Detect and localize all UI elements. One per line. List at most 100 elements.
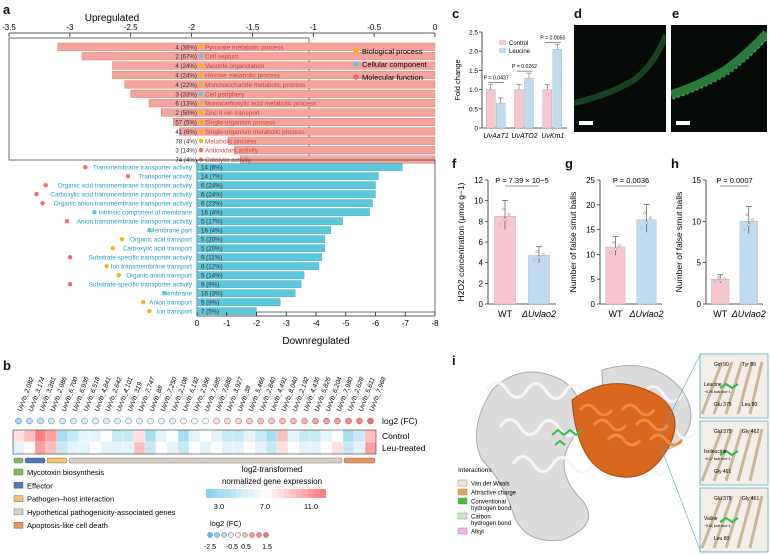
microscopy-image-control	[574, 25, 666, 132]
pvalue-label: P = 0.0036	[613, 176, 649, 185]
y-tick-label: 1.5	[469, 68, 478, 75]
data-point	[718, 278, 722, 282]
legend-label: Molecular function	[362, 73, 423, 82]
down-bar-count: 5 (20%)	[201, 246, 223, 253]
colorbar-cell	[218, 489, 224, 498]
legend-dot	[353, 74, 359, 80]
down-bar	[196, 163, 403, 171]
heatmap-cell	[232, 429, 245, 443]
down-bar-count: 8 (12%)	[201, 264, 223, 271]
fc-legend-circle	[207, 532, 213, 538]
y-tick-label: 8	[479, 217, 484, 226]
inset-residue-stick	[736, 361, 754, 415]
down-title: Downregulated	[282, 336, 349, 347]
top-axis-tick-label: -1.5	[246, 23, 260, 32]
inset-residue-stick	[724, 495, 744, 549]
x-tick-label: UvAaT1	[484, 133, 509, 140]
data-point	[747, 223, 751, 227]
false-smut-balls-chart-h: 0 5 10 15 Number of false smut balls WT ΔUvlao…	[674, 176, 766, 319]
y-tick-label: 2.0	[469, 49, 478, 56]
inset-residue-label: Gly 461	[742, 496, 759, 502]
fc-legend-circle	[249, 532, 255, 538]
heatmap-frame	[12, 429, 377, 455]
heatmap-cell	[221, 441, 234, 455]
heatmap-cell	[188, 441, 201, 455]
up-term-label: Cell septum	[205, 54, 239, 61]
down-term-label: Transporter activity	[139, 174, 193, 181]
category-dot	[34, 192, 39, 197]
category-dot	[198, 129, 204, 134]
colorbar-cell	[212, 489, 218, 498]
logfc-circle	[279, 417, 286, 425]
category-legend-label: Pathogen–host interaction	[27, 495, 114, 504]
fc-legend-circle	[228, 532, 234, 538]
bottom-axis-tick-label: -3	[283, 319, 291, 328]
heatmap-cell	[309, 441, 322, 455]
down-term-label: Organic anion transmembrane transporter …	[54, 201, 193, 208]
up-bar-count: 4 (24%)	[175, 63, 197, 70]
inset-title: Valine	[704, 516, 718, 522]
microscopy-image-leucine	[671, 25, 767, 132]
bar	[496, 102, 506, 129]
category-dot	[40, 201, 45, 206]
category-dot	[198, 82, 204, 87]
helix-ribbon-orange	[578, 403, 614, 417]
data-point	[498, 223, 502, 227]
category-dot	[104, 264, 109, 269]
bottom-axis-tick-label: 0	[195, 319, 200, 328]
heatmap-cell	[331, 429, 344, 443]
y-axis-label: Fold change	[453, 59, 462, 100]
x-tick-label: ΔUvlao2	[521, 309, 556, 319]
fc-legend-tick: 1.5	[262, 544, 272, 551]
up-bar-count: 4 (24%)	[175, 73, 197, 80]
category-dot	[67, 282, 73, 287]
logfc-circle	[92, 417, 99, 425]
down-bar-count: 14 (7%)	[201, 174, 223, 181]
up-bar-count: 2 (67%)	[175, 54, 197, 61]
inset-residue-stick	[736, 428, 754, 482]
legend-label: Cellular component	[362, 60, 428, 69]
heatmap-cell	[342, 429, 355, 443]
down-term-label: Substrate-specific transporter activity	[89, 282, 193, 289]
fc-legend-title: log2 (FC)	[210, 519, 242, 528]
helix-ribbon	[524, 382, 568, 400]
up-title: Upregulated	[85, 13, 139, 24]
logfc-circle	[367, 417, 374, 425]
colorbar-cell	[302, 489, 308, 498]
heatmap-cell	[298, 441, 311, 455]
top-axis-tick-label: -2	[188, 23, 196, 32]
heatmap-cell	[287, 429, 300, 443]
logfc-circle	[81, 417, 88, 425]
panel-label-b: b	[3, 358, 11, 373]
down-bar-count: 16 (4%)	[201, 210, 223, 217]
data-point	[609, 251, 612, 255]
down-term-label: Organic anion transport	[126, 273, 192, 280]
interaction-legend-swatch	[457, 497, 468, 505]
fc-legend-circle	[263, 532, 269, 538]
inset-residue-label: Leu 80	[742, 402, 758, 408]
down-term-label: Organic acid transmembrane transporter a…	[58, 183, 193, 190]
helix-ribbon-orange	[606, 433, 642, 447]
logfc-circle	[268, 417, 275, 425]
down-term-label: Ion transport	[157, 309, 193, 316]
heatmap-cell	[155, 429, 168, 443]
heatmap-cell	[122, 429, 135, 443]
molecular-docking-figure: Leucine −6.26 kcal mol−1 Gln 90 Tyr 89 Glu 3…	[457, 353, 769, 553]
heatmap-cell	[122, 441, 135, 455]
inset-residue-stick	[736, 495, 754, 549]
panel-label-c: c	[452, 6, 460, 21]
logfc-circle	[15, 417, 22, 425]
down-term-label: Intrinsic component of membrane	[99, 210, 193, 217]
logfc-circle	[312, 417, 319, 425]
bottom-axis-tick-label: -2	[253, 319, 261, 328]
heatmap-cell	[254, 441, 267, 455]
panel-label-f: f	[452, 156, 457, 171]
heatmap-cell	[353, 441, 366, 455]
category-strip-segment	[343, 457, 376, 464]
data-point	[643, 211, 646, 215]
category-dot	[67, 255, 73, 260]
logfc-circle	[345, 417, 352, 425]
y-tick-label: 10	[692, 217, 701, 226]
colorbar-cell	[290, 489, 296, 498]
x-tick-label: WT	[713, 309, 727, 319]
